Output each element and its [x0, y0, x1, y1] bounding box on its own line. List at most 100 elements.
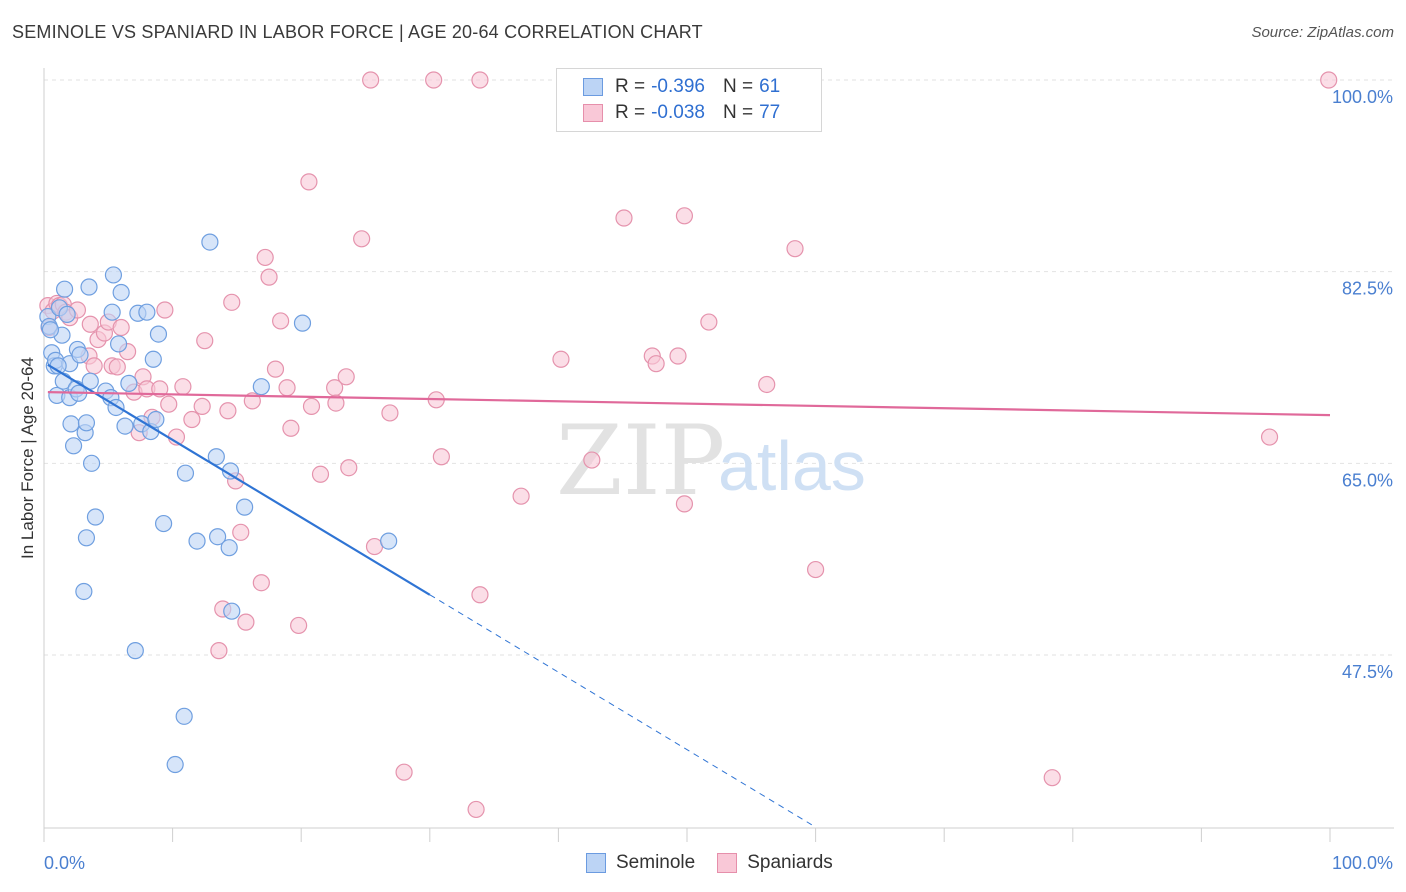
spaniards-point — [272, 312, 290, 330]
spaniards-point — [675, 207, 694, 225]
spaniards-point — [282, 419, 300, 437]
spaniards-point — [700, 313, 718, 331]
seminole-point — [188, 532, 206, 550]
spaniards-point — [395, 763, 413, 781]
spaniards-point — [353, 230, 371, 248]
spaniards-point — [160, 395, 178, 413]
seminole-point — [293, 314, 312, 332]
stats-legend: R = -0.396 N = 61 R = -0.038 N = 77 — [556, 68, 822, 132]
spaniards-point — [183, 410, 201, 429]
y-tick-label: 100.0% — [1332, 87, 1393, 107]
seminole-point — [166, 755, 184, 774]
spaniards-point — [432, 448, 450, 466]
x-tick-label: 0.0% — [44, 853, 85, 873]
legend-swatch-spaniards — [717, 853, 738, 873]
spaniards-point — [1320, 71, 1338, 89]
spaniards-point — [512, 487, 530, 505]
spaniards-point — [156, 301, 174, 319]
spaniards-point — [290, 616, 308, 635]
spaniards-point — [108, 358, 126, 376]
legend-row-seminole: R = -0.396 N = 61 — [583, 75, 780, 99]
spaniards-point — [252, 574, 270, 592]
spaniards-point — [337, 368, 355, 386]
spaniards-point — [112, 318, 130, 337]
spaniards-point — [196, 332, 214, 350]
seminole-point — [201, 233, 219, 251]
seminole-point — [104, 266, 123, 284]
spaniards-point — [278, 379, 296, 397]
seminole-point — [86, 508, 105, 526]
spaniards-point — [806, 560, 825, 579]
seminole-point — [109, 335, 128, 353]
seminole-point — [55, 280, 74, 298]
seminole-point — [154, 514, 173, 533]
seminole-point — [236, 498, 254, 516]
legend-r-value: -0.038 — [651, 102, 705, 123]
seminole-trend-line — [47, 363, 431, 596]
spaniards-point — [85, 357, 103, 375]
legend-r-value: -0.396 — [651, 76, 705, 97]
spaniards-point — [615, 209, 633, 227]
legend-item-seminole[interactable]: Seminole — [586, 852, 695, 874]
tick-labels: 47.5% 65.0% 82.5% 100.0% 0.0% 100.0% — [44, 87, 1393, 873]
spaniards-point — [362, 71, 380, 89]
source-label: Source: ZipAtlas.com — [1251, 24, 1394, 41]
y-tick-label: 65.0% — [1342, 470, 1393, 490]
legend-row-spaniards: R = -0.038 N = 77 — [583, 101, 780, 125]
legend-n-value: 77 — [759, 102, 781, 123]
seminole-point — [149, 325, 168, 343]
spaniards-point — [1043, 769, 1061, 787]
spaniards-point — [260, 268, 278, 286]
spaniards-point — [174, 378, 192, 396]
seminole-point — [207, 448, 225, 466]
seminole-point — [220, 539, 238, 557]
spaniards-trend-line — [47, 391, 1331, 417]
spaniards-point — [425, 71, 443, 89]
seminole-point — [112, 283, 130, 302]
spaniards-point — [223, 293, 241, 311]
spaniards-point — [552, 350, 570, 368]
legend-swatch-seminole — [583, 78, 603, 96]
chart-title: SEMINOLE VS SPANIARD IN LABOR FORCE | AG… — [12, 22, 703, 42]
legend-r-label: R = — [615, 76, 646, 97]
spaniards-point — [758, 375, 776, 394]
seminole-point — [380, 532, 398, 550]
legend-label-spaniards: Spaniards — [747, 852, 833, 873]
x-tick-label: 100.0% — [1332, 853, 1393, 873]
seminole-point — [176, 464, 195, 482]
seminole-point — [175, 707, 193, 725]
axes — [43, 68, 1394, 842]
y-tick-label: 82.5% — [1342, 279, 1393, 299]
legend-label-seminole: Seminole — [616, 852, 696, 873]
spaniards-point — [219, 402, 237, 420]
seminole-point — [116, 417, 134, 435]
legend-item-spaniards[interactable]: Spaniards — [717, 852, 833, 874]
spaniards-point — [266, 360, 285, 378]
trend-lines — [47, 363, 1331, 826]
legend-n-value: 61 — [759, 76, 781, 97]
seminole-point — [144, 350, 162, 368]
gridlines — [44, 79, 1394, 656]
seminole-point — [62, 415, 80, 433]
seminole-point — [252, 378, 270, 396]
spaniards-point — [300, 173, 318, 191]
legend-swatch-seminole — [586, 853, 606, 873]
seminole-points — [39, 233, 398, 774]
watermark: ZIP atlas — [556, 405, 866, 517]
y-axis-label: In Labor Force | Age 20-64 — [18, 357, 37, 559]
y-tick-label: 47.5% — [1342, 662, 1393, 682]
spaniards-point — [210, 642, 228, 660]
spaniards-point — [647, 355, 665, 373]
seminole-point — [77, 529, 96, 547]
spaniards-point — [302, 397, 321, 415]
legend-n-label: N = — [722, 102, 754, 123]
spaniards-point — [786, 240, 804, 258]
watermark-zip: ZIP — [556, 405, 725, 517]
seminole-point — [64, 437, 83, 455]
seminole-trend-extension — [429, 594, 812, 826]
spaniards-point — [232, 523, 250, 541]
seminole-point — [71, 346, 89, 364]
spaniards-point — [81, 315, 99, 333]
spaniards-point — [311, 465, 330, 483]
